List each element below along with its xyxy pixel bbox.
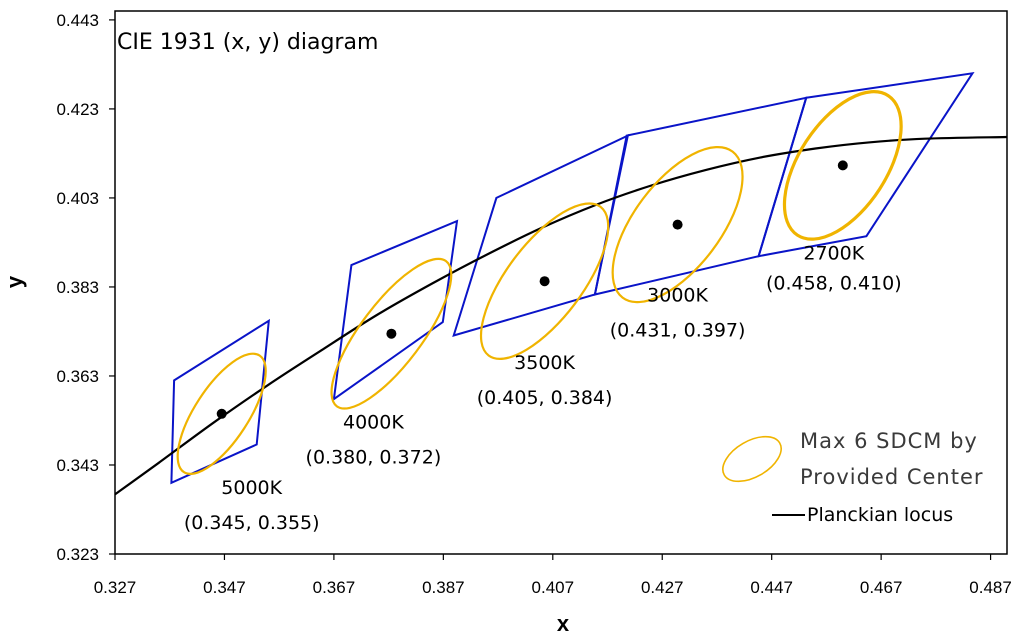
y-tick-label: 0.423 [56,100,99,119]
y-tick-labels: 0.323 0.343 0.363 0.383 0.403 0.423 0.443 [56,11,115,564]
x-tick-labels: 0.327 0.347 0.367 0.387 0.407 0.427 0.447 0.467… [94,554,1012,597]
plot-area [114,10,1008,555]
y-tick-label: 0.383 [56,278,99,297]
y-tick-label: 0.443 [56,11,99,30]
sdcm-ellipse-3500K [479,202,610,360]
cct-label-2700K: 2700K [803,242,864,264]
legend-ellipse-swatch [722,435,782,483]
y-axis-title: y [2,275,27,288]
center-point-5000K [216,408,227,419]
quadrangle-5000K [170,318,270,485]
quadrangle-2700K [757,71,975,258]
cct-label-5000K: 5000K [221,477,282,499]
center-point-3000K [672,219,683,230]
legend-locus-label: Planckian locus [807,504,953,526]
y-tick-label: 0.363 [56,367,99,386]
ellipse-group [176,90,903,475]
legend-ellipse-label-line2: Provided Center [800,465,984,489]
coord-label-5000K: (0.345, 0.355) [184,512,320,534]
x-tick-label: 0.347 [203,578,246,597]
cct-label-3500K: 3500K [514,352,575,374]
chart-title: CIE 1931 (x, y) diagram [117,30,378,55]
x-tick-label: 0.367 [313,578,356,597]
cct-label-4000K: 4000K [343,412,404,434]
center-point-2700K [837,160,848,171]
coord-label-3000K: (0.431, 0.397) [610,320,746,342]
x-tick-label: 0.387 [422,578,465,597]
x-tick-label: 0.427 [641,578,684,597]
legend-ellipse-label-line1: Max 6 SDCM by [800,429,978,453]
x-tick-label: 0.327 [94,578,137,597]
coord-label-4000K: (0.380, 0.372) [306,447,442,469]
sdcm-ellipse-3000K [611,146,744,304]
point-label-group: 5000K (0.345, 0.355) 4000K (0.380, 0.372) 35… [184,242,902,533]
y-tick-label: 0.403 [56,189,99,208]
quadrangle-4000K [332,219,459,402]
x-tick-label: 0.467 [860,578,903,597]
y-tick-label: 0.343 [56,456,99,475]
center-point-4000K [386,328,397,339]
point-group [216,160,848,419]
legend: Max 6 SDCM by Provided Center Planckian … [722,429,984,526]
y-tick-label: 0.323 [56,545,99,564]
sdcm-ellipse-5000K [176,352,267,475]
center-point-3500K [539,276,550,287]
coord-label-3500K: (0.405, 0.384) [477,387,613,409]
x-axis-title: x [557,611,570,636]
sdcm-ellipse-2700K [782,90,903,241]
x-tick-label: 0.447 [750,578,793,597]
sdcm-ellipse-4000K [330,257,453,410]
cct-label-3000K: 3000K [647,285,708,307]
x-tick-label: 0.487 [969,578,1012,597]
x-tick-label: 0.407 [532,578,575,597]
coord-label-2700K: (0.458, 0.410) [766,272,902,294]
